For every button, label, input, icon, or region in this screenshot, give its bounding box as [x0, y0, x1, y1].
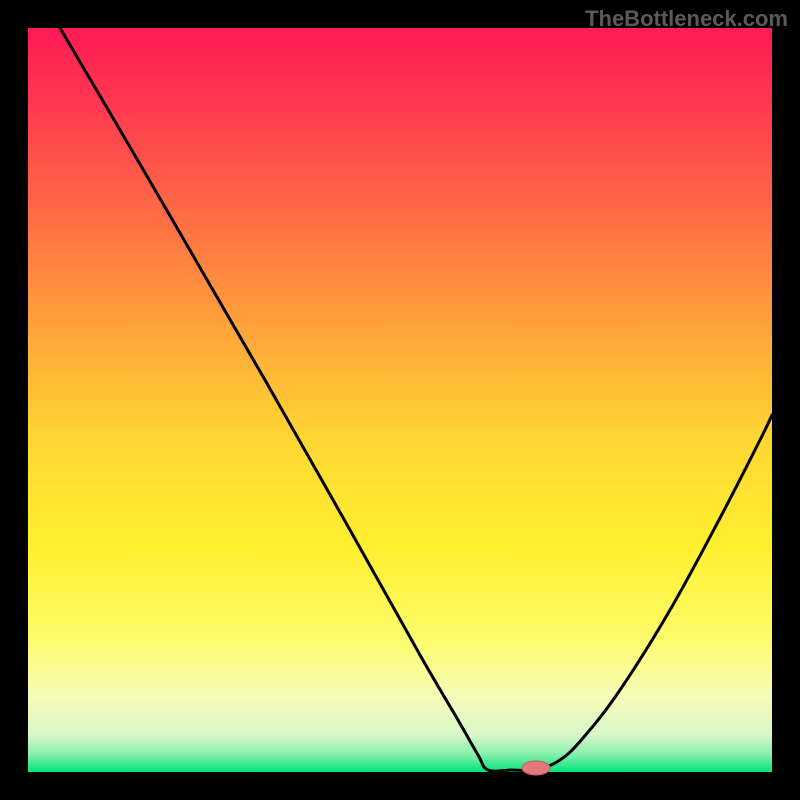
watermark-text: TheBottleneck.com — [585, 6, 788, 32]
optimal-point-marker — [522, 761, 550, 775]
chart-container: TheBottleneck.com — [0, 0, 800, 800]
chart-background — [28, 28, 772, 772]
chart-svg — [0, 0, 800, 800]
